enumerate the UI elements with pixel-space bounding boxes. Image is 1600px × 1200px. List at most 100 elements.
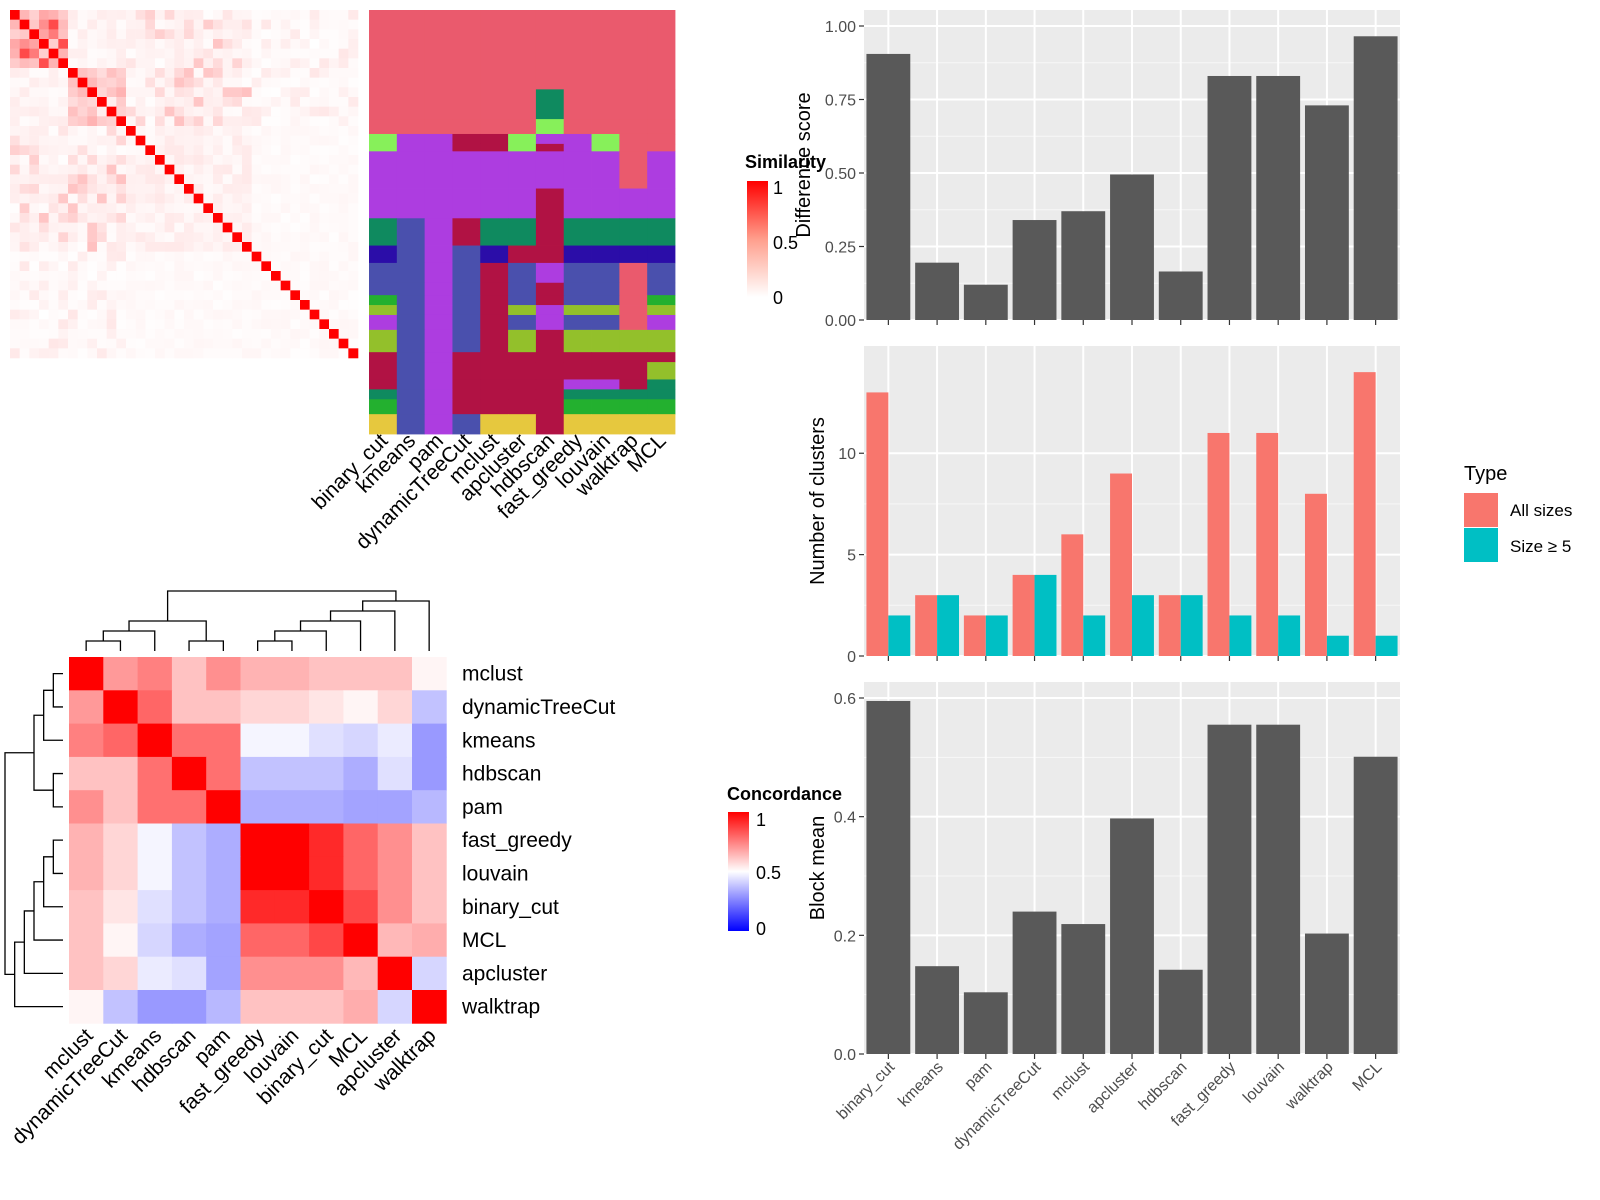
similarity-cell (184, 39, 194, 49)
cluster-cell (508, 133, 537, 145)
similarity-cell (309, 271, 320, 281)
similarity-cell (77, 106, 88, 117)
similarity-cell (309, 309, 320, 320)
similarity-cell (126, 106, 136, 117)
similarity-cell (106, 251, 117, 262)
similarity-cell (29, 319, 40, 330)
concordance-cell (137, 856, 173, 891)
concordance-legend-tick-high: 1 (756, 810, 766, 830)
cluster-cell (369, 379, 398, 390)
cluster-cell (480, 352, 509, 363)
cluster-cell (480, 119, 509, 135)
similarity-cell (222, 300, 233, 310)
concordance-cell (103, 657, 138, 691)
similarity-cell (338, 164, 349, 175)
similarity-cell (10, 155, 20, 165)
dendrogram-branch (33, 881, 63, 941)
bar-apcluster-All sizes (1110, 473, 1132, 656)
similarity-cell (271, 174, 281, 185)
similarity-cell (48, 203, 59, 214)
similarity-cell (290, 58, 301, 69)
similarity-cell (309, 29, 320, 40)
bar-dynamicTreeCut-All sizes (1012, 574, 1035, 656)
similarity-cell (251, 203, 262, 214)
similarity-cell (348, 77, 359, 88)
similarity-cell (290, 203, 301, 214)
similarity-cell (19, 261, 30, 272)
similarity-cell (271, 48, 281, 59)
similarity-cell (261, 280, 272, 291)
cluster-cell (424, 362, 453, 380)
similarity-cell (319, 290, 330, 301)
similarity-cell (155, 300, 165, 310)
similarity-cell (145, 251, 156, 262)
similarity-cell (29, 251, 40, 262)
similarity-cell (348, 19, 359, 30)
similarity-cell (97, 135, 107, 146)
similarity-cell (242, 39, 252, 49)
concordance-cell (309, 657, 344, 691)
similarity-cell (319, 164, 330, 175)
similarity-cell (19, 116, 30, 127)
similarity-cell (10, 164, 20, 175)
similarity-cell (280, 106, 291, 117)
concordance-cell (137, 723, 173, 758)
similarity-cell (19, 203, 30, 214)
similarity-cell (135, 319, 146, 330)
similarity-cell (116, 242, 127, 252)
similarity-cell (68, 232, 78, 243)
similarity-cell (300, 174, 310, 185)
similarity-cell (338, 261, 349, 272)
similarity-cell (10, 309, 20, 320)
cluster-cell (591, 89, 620, 120)
dendrogram-branch (43, 856, 63, 908)
similarity-cell (193, 251, 204, 262)
similarity-cell (213, 329, 223, 339)
concordance-cell (103, 756, 138, 791)
y-tick-label: 0.25 (825, 240, 856, 257)
similarity-cell (174, 174, 185, 185)
concordance-cell (69, 856, 104, 891)
similarity-cell (58, 348, 69, 359)
cluster-cell (563, 389, 592, 400)
similarity-cell (145, 39, 156, 49)
similarity-cell (280, 271, 291, 281)
similarity-cell (329, 145, 339, 156)
similarity-cell (203, 126, 214, 136)
concordance-cell (171, 723, 207, 758)
similarity-cell (10, 116, 20, 127)
similarity-cell (184, 97, 194, 107)
similarity-cell (135, 97, 146, 107)
cluster-method-labels: binary_cutkmeanspamdynamicTreeCutmclusta… (308, 429, 671, 554)
similarity-cell (213, 97, 223, 107)
similarity-cell (271, 348, 281, 359)
similarity-cell (106, 232, 117, 243)
similarity-cell (280, 290, 291, 301)
concordance-row-label: louvain (462, 862, 529, 885)
x-tick-label: mclust (1048, 1058, 1093, 1103)
concordance-cell (137, 890, 173, 924)
x-tick-label: binary_cut (834, 1058, 899, 1123)
similarity-cell (155, 29, 165, 40)
similarity-cell (164, 145, 175, 156)
x-tick-label: pam (962, 1059, 996, 1093)
cluster-cell (563, 305, 592, 316)
similarity-cell (164, 232, 175, 243)
similarity-cell (106, 222, 117, 233)
cluster-cell (480, 133, 509, 145)
similarity-cell (348, 116, 359, 127)
similarity-cell (135, 261, 146, 272)
similarity-cell (251, 232, 262, 243)
similarity-cell (271, 271, 281, 281)
similarity-cell (19, 97, 30, 107)
similarity-cell (68, 29, 78, 40)
similarity-cell (242, 348, 252, 359)
similarity-cell (193, 77, 204, 88)
similarity-cell (10, 68, 20, 78)
similarity-cell (232, 251, 243, 262)
similarity-cell (174, 300, 185, 310)
cluster-cell (480, 362, 509, 380)
similarity-cell (97, 77, 107, 88)
similarity-cell (203, 106, 214, 117)
similarity-cell (39, 116, 49, 127)
